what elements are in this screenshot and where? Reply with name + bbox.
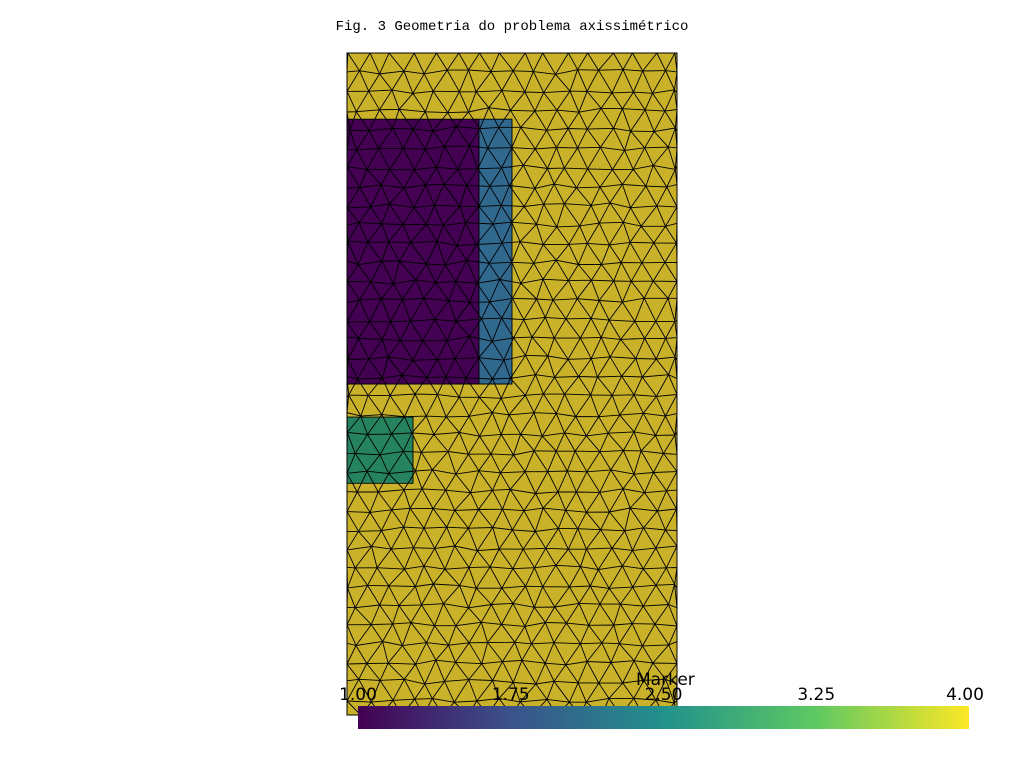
- colorbar-title: Marker: [636, 670, 695, 690]
- figure-title: Fig. 3 Geometria do problema axissimétri…: [335, 19, 689, 35]
- colorbar-tick-label: 1.00: [339, 685, 377, 705]
- colorbar: [358, 706, 969, 729]
- mesh-edges: [347, 53, 677, 715]
- colorbar-tick-label: 4.00: [946, 685, 984, 705]
- mesh-lines: [347, 53, 677, 715]
- region-marker-1: [347, 119, 479, 384]
- colorbar-tick-label: 2.50: [644, 685, 683, 705]
- colorbar-tick-label: 3.25: [797, 685, 836, 705]
- colorbar-tick-label: 1.75: [491, 685, 530, 705]
